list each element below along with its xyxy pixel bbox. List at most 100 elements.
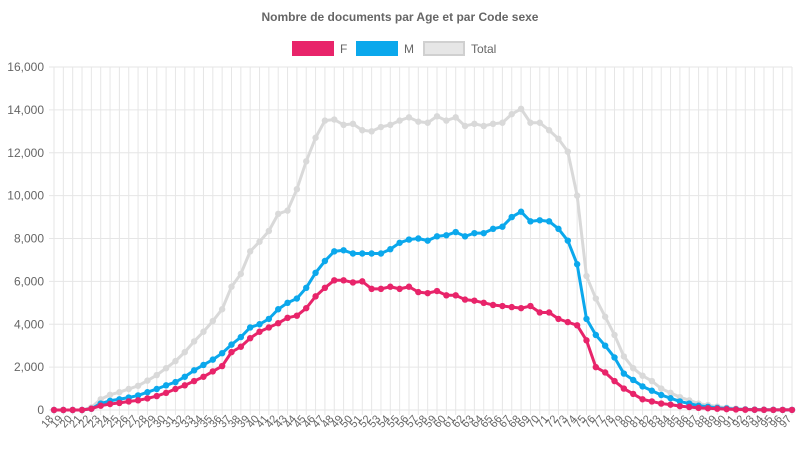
- data-point-f[interactable]: [359, 278, 366, 285]
- data-point-total[interactable]: [443, 117, 450, 124]
- data-point-m[interactable]: [218, 349, 226, 357]
- data-point-f[interactable]: [209, 368, 217, 375]
- data-point-m[interactable]: [658, 391, 665, 399]
- data-point-m[interactable]: [573, 261, 581, 268]
- data-point-f[interactable]: [480, 299, 487, 307]
- data-point-total[interactable]: [265, 227, 273, 235]
- data-point-m[interactable]: [228, 341, 235, 348]
- data-point-f[interactable]: [181, 382, 188, 389]
- data-point-total[interactable]: [256, 238, 263, 245]
- data-point-total[interactable]: [172, 357, 179, 365]
- data-point-f[interactable]: [723, 405, 730, 413]
- data-point-m[interactable]: [368, 250, 375, 257]
- data-point-m[interactable]: [359, 250, 366, 257]
- data-point-m[interactable]: [134, 392, 142, 399]
- data-point-f[interactable]: [106, 400, 114, 408]
- data-point-f[interactable]: [779, 406, 786, 414]
- data-point-f[interactable]: [555, 315, 562, 323]
- data-point-total[interactable]: [424, 119, 431, 126]
- data-point-m[interactable]: [153, 385, 160, 393]
- data-point-m[interactable]: [648, 387, 656, 394]
- data-point-total[interactable]: [433, 113, 441, 120]
- data-point-f[interactable]: [228, 348, 235, 356]
- data-point-f[interactable]: [78, 406, 86, 414]
- data-point-m[interactable]: [545, 218, 553, 225]
- data-point-f[interactable]: [293, 312, 301, 319]
- data-point-total[interactable]: [620, 353, 628, 360]
- data-point-total[interactable]: [340, 121, 347, 129]
- data-point-total[interactable]: [452, 114, 459, 121]
- data-point-f[interactable]: [788, 406, 796, 414]
- data-point-m[interactable]: [443, 232, 450, 239]
- data-point-m[interactable]: [144, 389, 151, 396]
- data-point-total[interactable]: [536, 119, 543, 126]
- data-point-f[interactable]: [134, 397, 142, 404]
- data-point-total[interactable]: [415, 118, 422, 125]
- data-point-total[interactable]: [190, 338, 198, 345]
- data-point-f[interactable]: [312, 293, 319, 300]
- data-point-total[interactable]: [639, 372, 646, 379]
- data-point-total[interactable]: [275, 210, 282, 218]
- data-point-m[interactable]: [489, 225, 497, 233]
- data-point-m[interactable]: [433, 233, 441, 240]
- data-point-m[interactable]: [564, 237, 571, 244]
- data-point-m[interactable]: [190, 367, 198, 374]
- data-point-m[interactable]: [583, 315, 590, 323]
- data-point-f[interactable]: [536, 309, 543, 316]
- data-point-m[interactable]: [536, 217, 543, 224]
- data-point-total[interactable]: [181, 348, 188, 356]
- data-point-m[interactable]: [629, 376, 637, 384]
- data-point-m[interactable]: [256, 321, 263, 328]
- data-point-f[interactable]: [611, 377, 618, 385]
- data-point-f[interactable]: [545, 309, 553, 316]
- data-point-m[interactable]: [471, 229, 478, 237]
- data-point-f[interactable]: [97, 402, 104, 409]
- data-point-total[interactable]: [134, 382, 142, 389]
- data-point-m[interactable]: [480, 229, 487, 237]
- data-point-total[interactable]: [349, 120, 357, 128]
- data-point-m[interactable]: [321, 257, 329, 265]
- data-point-f[interactable]: [321, 284, 329, 292]
- data-point-f[interactable]: [639, 396, 646, 403]
- data-point-m[interactable]: [508, 213, 515, 221]
- data-point-m[interactable]: [452, 228, 459, 236]
- data-point-total[interactable]: [116, 389, 123, 396]
- data-point-f[interactable]: [153, 392, 160, 400]
- data-point-f[interactable]: [751, 406, 758, 413]
- data-point-m[interactable]: [555, 225, 562, 233]
- data-point-m[interactable]: [592, 331, 600, 339]
- data-point-total[interactable]: [396, 117, 403, 124]
- data-point-f[interactable]: [667, 401, 674, 408]
- data-point-f[interactable]: [686, 403, 693, 411]
- data-point-total[interactable]: [555, 135, 562, 143]
- data-point-total[interactable]: [359, 127, 366, 134]
- data-point-total[interactable]: [573, 192, 581, 199]
- data-point-f[interactable]: [433, 287, 441, 295]
- data-point-f[interactable]: [499, 302, 506, 310]
- data-point-total[interactable]: [153, 371, 160, 379]
- data-point-f[interactable]: [284, 314, 291, 322]
- data-point-total[interactable]: [592, 295, 600, 302]
- data-point-total[interactable]: [368, 128, 375, 135]
- data-point-f[interactable]: [592, 363, 600, 371]
- data-point-f[interactable]: [303, 304, 310, 312]
- data-point-m[interactable]: [181, 373, 188, 380]
- data-point-m[interactable]: [340, 247, 347, 254]
- data-point-f[interactable]: [200, 373, 207, 380]
- data-point-total[interactable]: [667, 389, 674, 397]
- data-point-f[interactable]: [125, 398, 132, 405]
- data-point-f[interactable]: [732, 406, 740, 413]
- data-point-m[interactable]: [162, 382, 170, 389]
- data-point-m[interactable]: [620, 370, 628, 377]
- legend-item-f[interactable]: F: [292, 41, 347, 56]
- data-point-f[interactable]: [415, 288, 422, 296]
- data-point-total[interactable]: [545, 127, 553, 134]
- data-point-total[interactable]: [601, 313, 609, 320]
- data-point-m[interactable]: [396, 239, 403, 246]
- data-point-f[interactable]: [144, 395, 151, 402]
- data-point-m[interactable]: [200, 361, 207, 369]
- data-point-f[interactable]: [760, 406, 768, 414]
- data-point-f[interactable]: [275, 319, 282, 327]
- data-point-m[interactable]: [377, 250, 385, 257]
- data-point-f[interactable]: [88, 405, 95, 412]
